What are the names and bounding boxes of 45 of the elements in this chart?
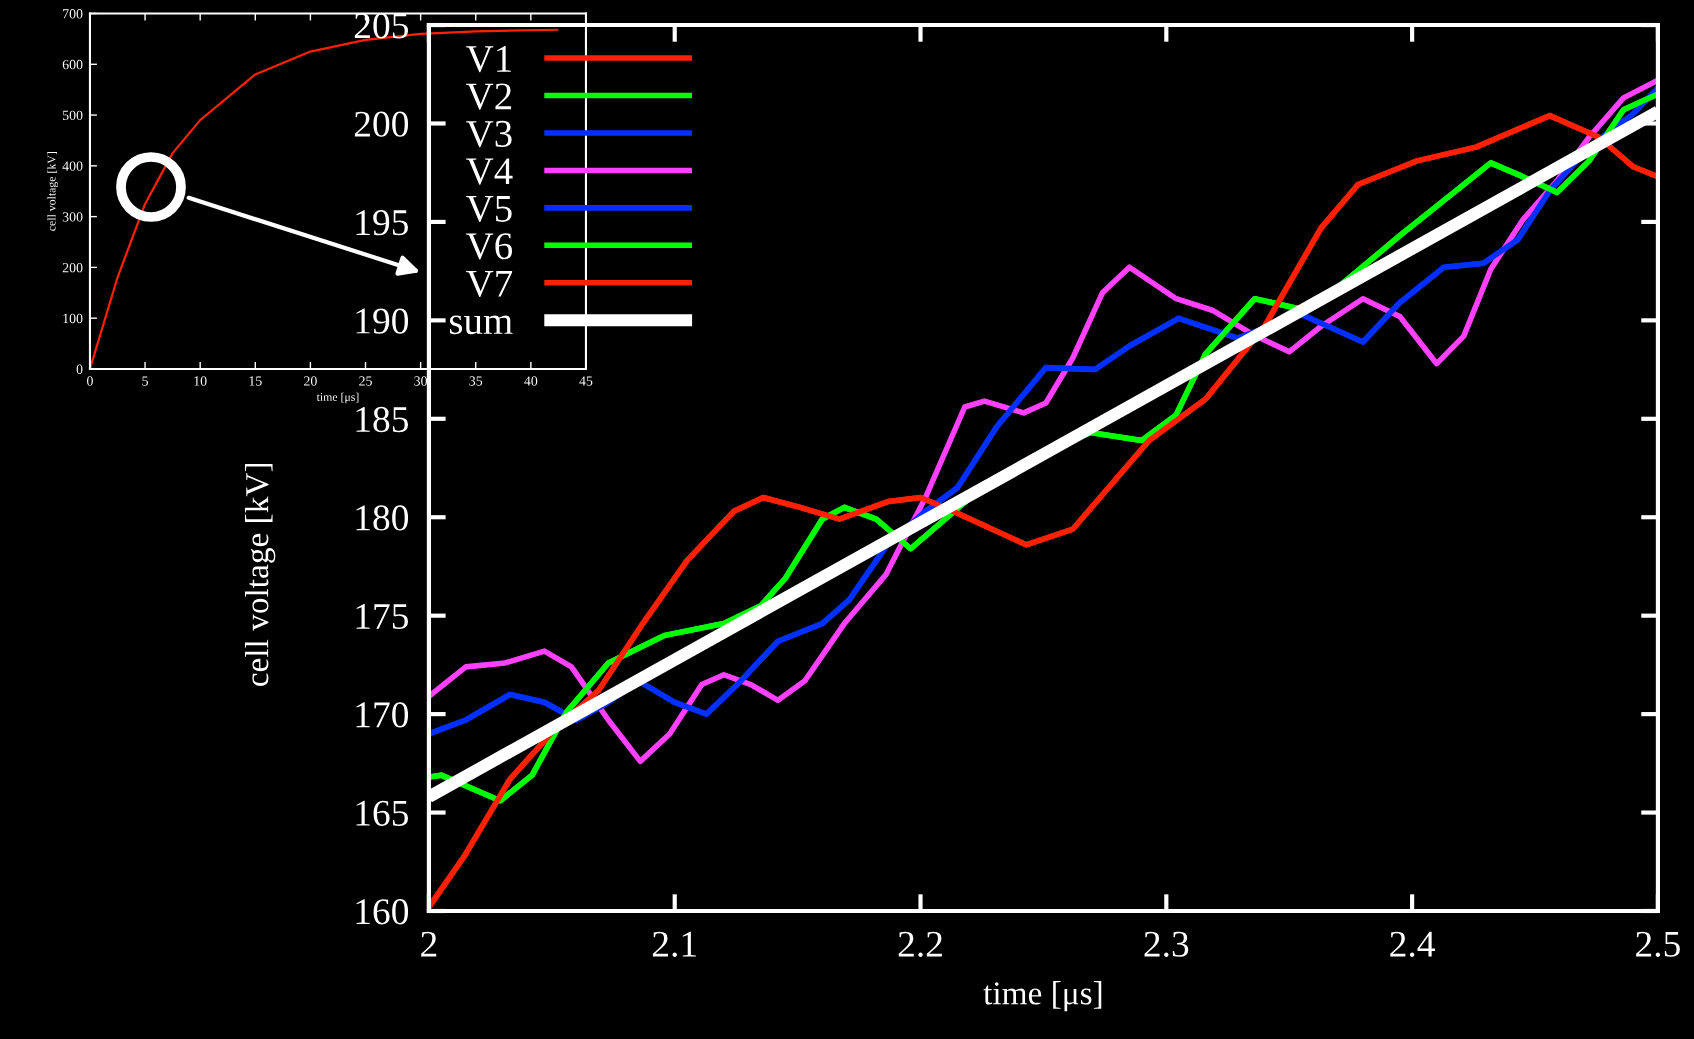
y-tick-label: 700 [63, 9, 83, 19]
x-tick-label: 30 [414, 376, 428, 386]
x-axis-title: time [μs] [983, 981, 1102, 1012]
x-tick-label: 2.5 [1636, 931, 1680, 957]
x-tick-label: 2.1 [652, 931, 696, 957]
y-tick-label: 600 [62, 59, 83, 70]
legend-label: V3 [466, 120, 512, 148]
y-tick-label: 165 [356, 800, 409, 826]
x-axis-title: time [μs] [316, 392, 359, 404]
y-tick-label: 300 [62, 212, 83, 222]
x-tick-label: 10 [194, 376, 207, 386]
y-tick-label: 195 [356, 210, 409, 236]
y-tick-label: 175 [356, 603, 409, 630]
x-tick-label: 25 [359, 376, 372, 386]
x-tick-label: 2.3 [1144, 931, 1189, 957]
x-tick-label: 2 [421, 931, 437, 957]
y-tick-label: 200 [354, 111, 409, 137]
x-tick-label: 2.4 [1390, 931, 1435, 957]
y-tick-label: 170 [356, 702, 409, 728]
legend-label: V7 [466, 270, 513, 297]
legend-label: V2 [466, 83, 512, 110]
legend-label: V5 [466, 196, 512, 223]
legend-label: V1 [466, 46, 511, 73]
y-axis-title: cell voltage [kV] [244, 463, 276, 686]
x-tick-label: 0 [87, 376, 93, 386]
y-tick-label: 160 [356, 899, 409, 925]
legend-label: sum [449, 315, 513, 335]
y-axis-title: cell voltage [kV] [47, 152, 59, 231]
legend-label: V4 [466, 158, 513, 185]
y-tick-label: 100 [63, 313, 83, 324]
x-tick-label: 40 [524, 376, 538, 386]
y-tick-label: 200 [62, 262, 83, 273]
x-tick-label: 5 [142, 376, 148, 386]
x-tick-label: 45 [579, 376, 593, 386]
y-tick-label: 185 [356, 406, 409, 433]
x-tick-label: 2.2 [898, 931, 942, 957]
y-tick-label: 400 [62, 161, 83, 171]
legend-label: V6 [466, 233, 513, 260]
y-tick-label: 180 [356, 505, 409, 531]
x-tick-label: 20 [304, 376, 317, 386]
y-tick-label: 190 [356, 308, 409, 334]
x-tick-label: 35 [469, 376, 483, 386]
x-tick-label: 15 [249, 376, 262, 386]
y-tick-label: 500 [62, 110, 83, 121]
y-tick-label: 0 [76, 364, 83, 374]
